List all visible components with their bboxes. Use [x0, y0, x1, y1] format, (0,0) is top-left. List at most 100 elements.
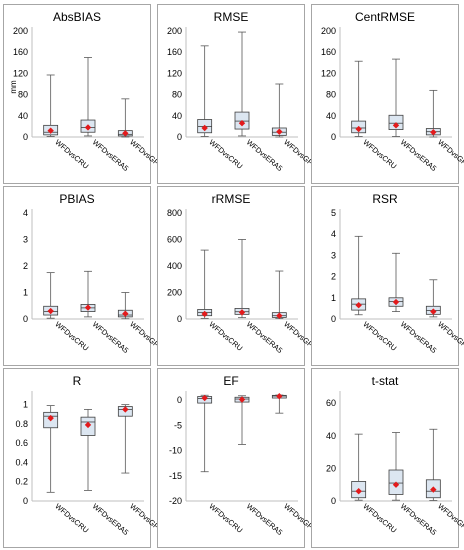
y-tick-label: 200 — [167, 26, 182, 36]
category-label: WFDvsCRU — [53, 320, 90, 353]
panel-r: R 0 0.2 0.4 0.6 0.8 1 WFDvsCRU WFDvsERA5 WFDvsGPC… — [3, 368, 170, 548]
y-tick-label: 1 — [23, 400, 28, 410]
y-tick-label: 40 — [18, 111, 28, 121]
chart-svg: CentRMSE 0 40 80 120 160 200 WFDvsCRU WFDvsERA5W… — [321, 10, 464, 175]
y-tick-label: 200 — [167, 288, 182, 298]
panel-t-stat: t-stat 0 20 40 60 WFDvsCRU WFDvsERA5 WFDvsGPCC — [311, 368, 464, 548]
y-tick-label: 120 — [167, 68, 182, 78]
y-tick-label: 3 — [23, 235, 28, 245]
category-label: WFDvsCRU — [207, 502, 244, 535]
panel-absbias: AbsBIAS 0 40 80 120 160 200 mm WFDvsCRU WFDvsERA5… — [3, 4, 170, 184]
y-tick-label: 80 — [172, 90, 182, 100]
y-tick-label: 200 — [13, 26, 28, 36]
y-tick-label: 0.6 — [15, 438, 28, 448]
category-label: WFDvsERA5 — [399, 502, 439, 537]
y-tick-label: 0 — [177, 132, 182, 142]
y-tick-label: 0 — [177, 395, 182, 405]
y-tick-label: 120 — [13, 68, 28, 78]
mean-marker — [355, 125, 362, 133]
y-tick-label: 40 — [172, 111, 182, 121]
y-axis-label: mm — [9, 80, 18, 94]
y-tick-label: 80 — [18, 90, 28, 100]
mean-marker — [392, 481, 400, 488]
category-label: WFDvsCRU — [207, 320, 244, 353]
mean-marker — [47, 414, 54, 422]
y-tick-label: 160 — [13, 47, 28, 57]
panel-pbias: PBIAS 0 1 2 3 4 WFDvsCRU WFDvsERA5 WFDvsGPCC — [3, 186, 170, 366]
y-tick-label: -5 — [174, 420, 182, 430]
chart-title: RMSE — [214, 10, 249, 24]
mean-marker — [355, 302, 362, 309]
panel-rsr: RSR 0 1 2 3 4 5 WFDvsCRU WFDvsERA5 WFDvsGPCC — [311, 186, 464, 366]
category-label: WFDvsERA5 — [91, 502, 131, 537]
y-tick-label: 4 — [23, 208, 28, 218]
y-tick-label: 400 — [167, 261, 182, 271]
y-tick-label: 3 — [331, 250, 336, 260]
y-tick-label: 0 — [23, 132, 28, 142]
category-label: WFDvsGPCC — [436, 502, 464, 539]
y-tick-label: 200 — [321, 26, 336, 36]
panel-rrmse: rRMSE 0 200 400 600 800 WFDvsCRU WFDvsERA5 WFDvs… — [157, 186, 324, 366]
category-label: WFDvsERA5 — [91, 320, 131, 355]
y-tick-label: 2 — [23, 261, 28, 271]
y-tick-label: 40 — [326, 111, 336, 121]
y-tick-label: 0 — [331, 314, 336, 324]
mean-marker — [201, 124, 208, 132]
y-tick-label: 0.4 — [15, 457, 28, 467]
category-label: WFDvsCRU — [53, 502, 90, 535]
mean-marker — [238, 309, 246, 316]
y-tick-label: -20 — [169, 496, 182, 506]
y-tick-label: 0.8 — [15, 419, 28, 429]
y-tick-label: 160 — [321, 47, 336, 57]
mean-marker — [47, 307, 54, 315]
y-tick-label: 0 — [23, 314, 28, 324]
mean-marker — [276, 128, 283, 135]
mean-marker — [392, 122, 400, 129]
mean-marker — [276, 393, 283, 400]
y-tick-label: 20 — [326, 463, 336, 473]
y-tick-label: 120 — [321, 68, 336, 78]
category-label: WFDvsERA5 — [399, 138, 439, 173]
y-tick-label: 5 — [331, 208, 336, 218]
y-tick-label: 0 — [177, 314, 182, 324]
mean-marker — [430, 486, 437, 493]
y-tick-label: 0 — [331, 132, 336, 142]
chart-title: EF — [223, 374, 238, 388]
chart-title: t-stat — [372, 374, 399, 388]
panel-centrmse: CentRMSE 0 40 80 120 160 200 WFDvsCRU WFDvsERA5 W… — [311, 4, 464, 184]
panel-ef: EF 0 -5 -10 -15 -20 WFDvsCRU WFDvsERA5 WFDvsGPCC — [157, 368, 324, 548]
mean-marker — [84, 421, 92, 429]
category-label: WFDvsCRU — [207, 138, 244, 171]
chart-title: RSR — [372, 192, 398, 206]
mean-marker — [430, 308, 437, 315]
mean-marker — [122, 130, 129, 137]
y-tick-label: 0 — [331, 496, 336, 506]
mean-marker — [355, 488, 362, 495]
category-label: WFDvsCRU — [361, 502, 398, 535]
chart-title: CentRMSE — [355, 10, 415, 24]
category-label: WFDvsCRU — [361, 320, 398, 353]
category-label: WFDvsCRU — [361, 138, 398, 171]
mean-marker — [47, 127, 54, 134]
mean-marker — [430, 129, 437, 136]
category-label: WFDvsCRU — [53, 138, 90, 171]
category-label: WFDvsERA5 — [245, 502, 285, 537]
y-tick-label: 2 — [331, 272, 336, 282]
chart-svg: AbsBIAS 0 40 80 120 160 200 mm WFDvsCRU WFDvsERA5… — [9, 10, 170, 175]
category-label: WFDvsERA5 — [245, 138, 285, 173]
y-tick-label: 1 — [23, 288, 28, 298]
mean-marker — [238, 396, 246, 403]
mean-marker — [276, 312, 283, 319]
y-tick-label: 600 — [167, 235, 182, 245]
category-label: WFDvsERA5 — [245, 320, 285, 355]
y-tick-label: 800 — [167, 208, 182, 218]
category-label: WFDvsGPCC — [436, 320, 464, 357]
chart-title: PBIAS — [59, 192, 94, 206]
y-tick-label: 1 — [331, 293, 336, 303]
